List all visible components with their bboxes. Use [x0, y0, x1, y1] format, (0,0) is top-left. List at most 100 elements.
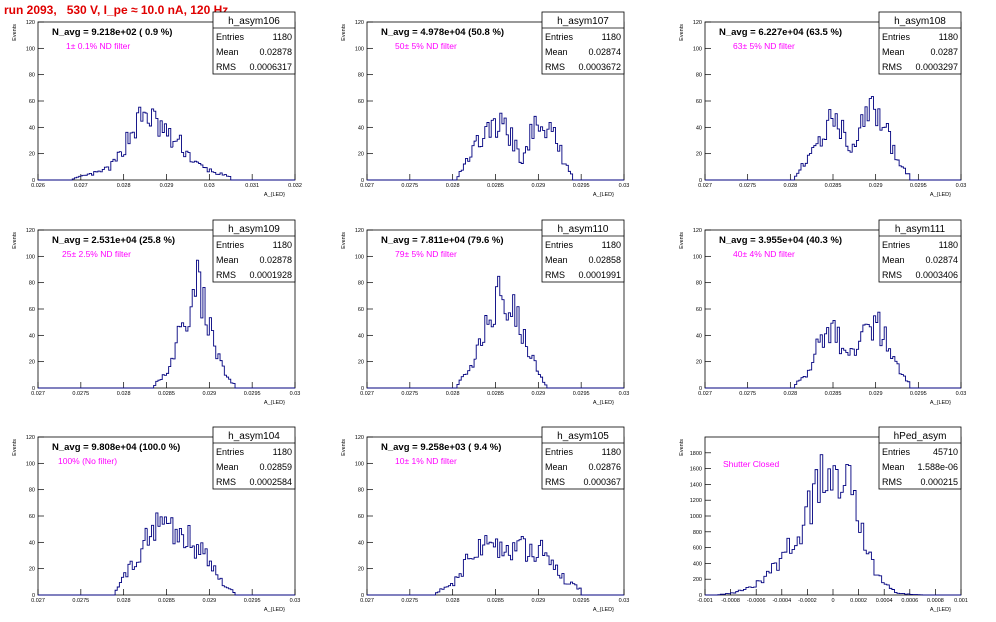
y-tick-label: 0: [32, 593, 35, 599]
x-tick-label: 0.0275: [401, 183, 418, 189]
stats-value: 0.0003297: [915, 62, 958, 72]
y-tick-label: 120: [693, 20, 702, 26]
y-tick-label: 40: [358, 540, 364, 546]
stats-value: 0.02878: [259, 255, 292, 265]
x-axis-label: A_{LED}: [264, 192, 285, 198]
y-tick-label: 80: [29, 73, 35, 79]
stats-box: [878, 11, 962, 75]
x-tick-label: 0.03: [290, 391, 301, 397]
y-axis-label: Events: [12, 24, 18, 41]
x-tick-label: 0.028: [446, 391, 460, 397]
histogram-panel-h_asym107: 0 20 40 60 80 100 120 0.027 0.0275 0.028 0.0285 0.0…: [341, 11, 629, 198]
y-tick-label: 40: [29, 540, 35, 546]
x-tick-label: 0.0295: [910, 391, 927, 397]
stats-value: 1.588e-06: [917, 462, 958, 472]
x-tick-label: 0.0004: [876, 598, 893, 604]
stats-value: 0.0002584: [249, 477, 292, 487]
stats-key: RMS: [882, 477, 902, 487]
y-tick-label: 60: [358, 514, 364, 520]
x-tick-label: 0.027: [31, 598, 45, 604]
y-tick-label: 120: [355, 20, 364, 26]
y-tick-label: 1000: [690, 514, 702, 520]
y-tick-label: 100: [693, 46, 702, 52]
stats-key: Entries: [216, 240, 245, 250]
y-tick-label: 60: [29, 307, 35, 313]
filter-note: 63± 5% ND filter: [733, 41, 795, 51]
y-tick-label: 80: [696, 73, 702, 79]
x-tick-label: 0.0275: [401, 391, 418, 397]
x-tick-label: -0.001: [697, 598, 713, 604]
x-tick-label: 0.0285: [825, 391, 842, 397]
x-tick-label: 0.029: [869, 391, 883, 397]
histogram-name: h_asym107: [557, 16, 609, 27]
histogram-line: [367, 535, 624, 596]
x-axis-label: A_{LED}: [593, 400, 614, 406]
y-axis-label: Events: [679, 439, 685, 456]
x-tick-label: -0.0008: [721, 598, 740, 604]
stats-box: [212, 219, 296, 283]
x-tick-label: 0.0285: [487, 183, 504, 189]
stats-key: Mean: [882, 462, 905, 472]
y-tick-label: 0: [32, 386, 35, 392]
y-tick-label: 80: [358, 488, 364, 494]
x-tick-label: 0.028: [446, 183, 460, 189]
x-tick-label: 0.03: [956, 183, 967, 189]
histogram-panel-h_asym108: 0 20 40 60 80 100 120 0.027 0.0275 0.028 0.0285 0.0…: [679, 11, 967, 198]
x-tick-label: 0.027: [698, 391, 712, 397]
y-tick-label: 0: [32, 178, 35, 184]
x-tick-label: 0.0285: [158, 391, 175, 397]
x-tick-label: 0.0285: [487, 391, 504, 397]
x-tick-label: 0.0006: [901, 598, 918, 604]
x-axis-label: A_{LED}: [593, 192, 614, 198]
stats-value: 0.000367: [583, 477, 621, 487]
x-tick-label: 0.0275: [401, 598, 418, 604]
stats-box: [541, 11, 625, 75]
stats-key: RMS: [882, 270, 902, 280]
y-tick-label: 80: [358, 73, 364, 79]
histogram-line: [705, 311, 961, 389]
y-tick-label: 120: [26, 435, 35, 441]
x-tick-label: 0.0295: [573, 391, 590, 397]
x-tick-label: 0.029: [531, 183, 545, 189]
histogram-name: h_asym110: [558, 224, 609, 235]
x-axis-label: A_{LED}: [930, 607, 951, 613]
x-tick-label: 0.029: [202, 598, 216, 604]
y-tick-label: 60: [29, 514, 35, 520]
x-tick-label: 0.03: [290, 598, 301, 604]
stats-key: Entries: [216, 447, 245, 457]
stats-key: RMS: [545, 270, 565, 280]
x-tick-label: 0.029: [202, 391, 216, 397]
y-tick-label: 120: [355, 435, 364, 441]
navg-label: N_avg = 3.955e+04 (40.3 %): [719, 235, 842, 246]
navg-label: N_avg = 4.978e+04 (50.8 %): [381, 27, 504, 38]
x-tick-label: 0.028: [117, 598, 131, 604]
stats-key: RMS: [216, 270, 236, 280]
x-axis-label: A_{LED}: [264, 607, 285, 613]
y-tick-label: 40: [696, 333, 702, 339]
stats-value: 1180: [939, 240, 958, 250]
stats-key: Entries: [882, 240, 911, 250]
filter-note: 10± 1% ND filter: [395, 456, 457, 466]
stats-box: [878, 219, 962, 283]
x-tick-label: 0.031: [245, 183, 259, 189]
y-tick-label: 1800: [690, 451, 702, 457]
stats-value: 0.02874: [925, 255, 958, 265]
histogram-line: [705, 454, 961, 596]
x-tick-label: 0.032: [288, 183, 302, 189]
filter-note: 25± 2.5% ND filter: [62, 249, 131, 259]
stats-value: 0.0003406: [915, 270, 958, 280]
filter-note: 40± 4% ND filter: [733, 249, 795, 259]
x-tick-label: 0.027: [74, 183, 88, 189]
x-tick-label: 0.027: [360, 183, 374, 189]
histogram-panel-h_asym106: 0 20 40 60 80 100 120 0.026 0.027 0.028 0.029 0.03 0…: [12, 11, 302, 198]
histogram-name: h_asym105: [557, 431, 609, 442]
x-tick-label: 0.0295: [244, 391, 261, 397]
y-tick-label: 20: [29, 152, 35, 158]
histogram-panel-h_asym104: 0 20 40 60 80 100 120 0.027 0.0275 0.028 0.0285 0.0…: [12, 426, 301, 613]
x-tick-label: -0.0006: [747, 598, 766, 604]
stats-value: 0.000215: [920, 477, 958, 487]
x-tick-label: 0.0295: [573, 183, 590, 189]
navg-label: N_avg = 9.808e+04 (100.0 %): [52, 442, 180, 453]
histogram-name: h_asym108: [894, 16, 946, 27]
